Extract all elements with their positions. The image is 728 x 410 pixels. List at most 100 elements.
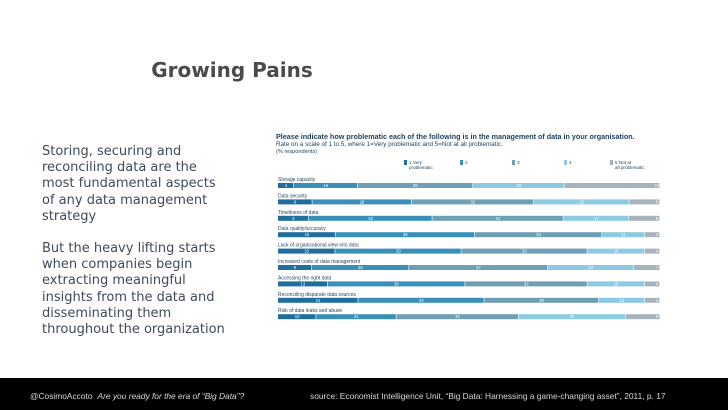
survey-chart: Please indicate how problematic each of … <box>276 132 662 331</box>
legend-swatch <box>460 160 463 166</box>
data-label: 8 <box>656 200 659 205</box>
data-label: 15 <box>305 233 310 238</box>
bar-segment <box>278 298 358 304</box>
data-label: 23 <box>588 265 593 270</box>
bar-segment <box>564 183 660 189</box>
bar-segment <box>278 265 312 271</box>
footer-source: source: Economist Intelligence Unit, “Bi… <box>310 391 666 401</box>
data-label: 16 <box>323 183 328 188</box>
data-label: 23 <box>516 183 521 188</box>
bar-segment <box>278 199 312 205</box>
category-label: Data quality/accuracy <box>278 227 326 233</box>
bar-segment <box>278 249 335 255</box>
chart-note: (% respondents) <box>276 149 318 156</box>
data-label: 15 <box>304 249 309 254</box>
bar-segment <box>644 281 660 287</box>
data-label: 24 <box>655 183 660 188</box>
footer-bar: @CosimoAccoto Are you ready for the era o… <box>0 378 728 410</box>
bar-segment <box>293 183 357 189</box>
bullet-2: But the heavy lifting starts when compan… <box>42 241 225 338</box>
bar-segment <box>629 216 660 222</box>
bullet-1: Storing, securing and reconciling data a… <box>42 144 216 224</box>
category-label: Increased costs of data management <box>278 259 361 265</box>
bar-segment <box>278 232 336 238</box>
data-label: 10 <box>295 315 300 320</box>
bar-segment <box>278 216 309 222</box>
legend-label: 2 <box>465 160 468 165</box>
data-label: 28 <box>570 315 575 320</box>
bar-segment <box>533 199 629 205</box>
bar-segment <box>633 265 660 271</box>
legend-swatch <box>564 160 567 166</box>
bar-segment <box>335 232 475 238</box>
data-label: 9 <box>656 315 659 320</box>
data-label: 37 <box>476 265 481 270</box>
data-label: 4 <box>656 249 659 254</box>
bar-segment <box>409 265 548 271</box>
bar-segment <box>629 199 660 205</box>
legend-label: 3 <box>517 160 520 165</box>
data-label: 33 <box>522 249 527 254</box>
category-label: Data security <box>278 194 308 200</box>
category-label: Lack of organisational view into data <box>278 243 359 249</box>
data-label: 32 <box>524 282 529 287</box>
legend-swatch <box>610 160 613 166</box>
bar-segment <box>358 298 484 304</box>
bar-segment <box>357 183 473 189</box>
legend-label: 4 <box>569 160 572 165</box>
slide-text: Storing, securing and reconciling data a… <box>42 144 232 354</box>
data-label: 9 <box>294 265 297 270</box>
chart-title: Please indicate how problematic each of … <box>276 132 635 141</box>
data-label: 25 <box>579 200 584 205</box>
bar-segment <box>472 183 564 189</box>
bar-segment <box>598 298 645 304</box>
data-label: 4 <box>285 183 288 188</box>
data-label: 17 <box>594 216 599 221</box>
bar-segment <box>311 265 409 271</box>
bar-segment <box>278 314 316 320</box>
data-label: 33 <box>419 298 424 303</box>
data-label: 15 <box>614 249 619 254</box>
data-label: 4 <box>656 282 659 287</box>
legend-label: all problematic <box>615 165 645 170</box>
bar-segment <box>474 232 602 238</box>
data-label: 8 <box>656 216 659 221</box>
footer-author: @CosimoAccoto <box>30 391 93 401</box>
category-label: Reconciling disparate data sources <box>278 292 356 298</box>
data-label: 4 <box>656 298 659 303</box>
data-label: 33 <box>536 233 541 238</box>
slide-title: Growing Pains <box>151 58 313 82</box>
bar-segment <box>278 183 294 189</box>
data-label: 12 <box>619 298 624 303</box>
data-label: 26 <box>360 200 365 205</box>
data-label: 9 <box>294 200 297 205</box>
bar-segment <box>644 298 660 304</box>
bar-segment <box>308 216 432 222</box>
bar-segment <box>465 281 587 287</box>
bar-segment <box>547 265 634 271</box>
bar-segment <box>411 199 534 205</box>
data-label: 15 <box>614 282 619 287</box>
data-label: 32 <box>455 315 460 320</box>
bar-segment <box>396 314 519 320</box>
legend-swatch <box>512 160 515 166</box>
legend-swatch <box>404 160 407 166</box>
bar-segment <box>335 249 461 255</box>
bar-segment <box>461 249 587 255</box>
data-label: 36 <box>394 282 399 287</box>
data-label: 21 <box>354 315 359 320</box>
chart-subtitle: Rate on a scale of 1 to 5, where 1=Very … <box>276 141 503 149</box>
bar-segment <box>644 249 660 255</box>
legend-label: problematic <box>409 165 433 170</box>
bar-segment <box>587 249 645 255</box>
footer-credit: @CosimoAccoto Are you ready for the era o… <box>30 391 244 401</box>
bar-segment <box>484 298 599 304</box>
bar-segment <box>312 199 412 205</box>
data-label: 29 <box>413 183 418 188</box>
bar-segment <box>563 216 629 222</box>
category-label: Risk of data leaks and abuse <box>278 309 342 315</box>
bar-segment <box>587 281 645 287</box>
data-label: 8 <box>292 216 295 221</box>
category-label: Accessing the right data <box>278 276 332 282</box>
bar-segment <box>327 281 465 287</box>
